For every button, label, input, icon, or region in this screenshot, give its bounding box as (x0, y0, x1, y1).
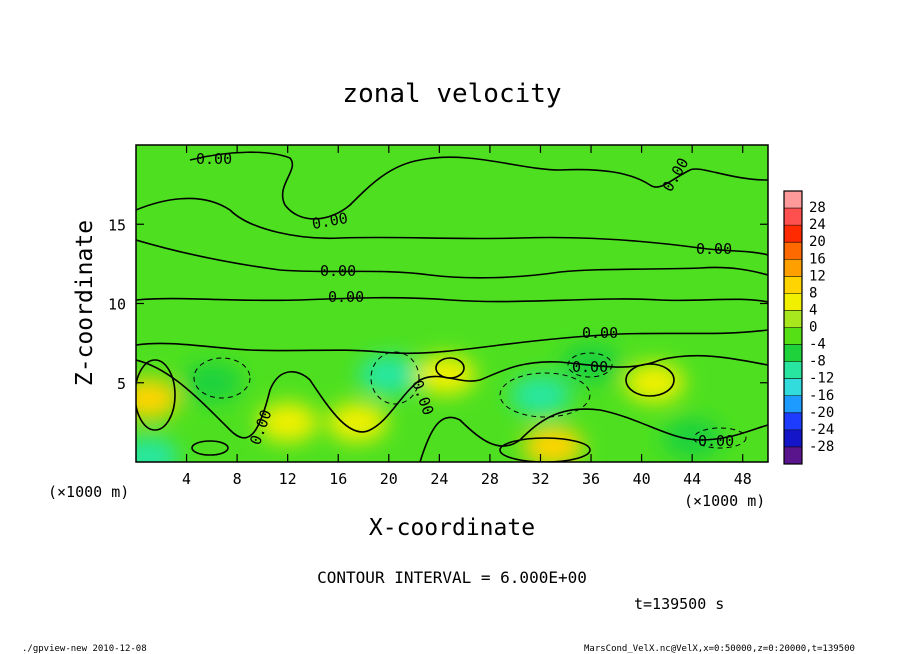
colorbar-swatch (784, 293, 802, 311)
field-anomaly (510, 375, 571, 416)
field-anomaly (136, 437, 179, 462)
footer-right: MarsCond_VelX.nc@VelX,x=0:50000,z=0:2000… (584, 644, 855, 654)
x-axis: 4 8 12 16 20 24 28 32 36 40 44 48 (182, 145, 752, 488)
contour-dashed-4 (567, 352, 613, 378)
y-tick-label: 15 (108, 216, 126, 234)
colorbar-label: -4 (809, 337, 826, 353)
contour-line-lower (136, 329, 768, 355)
x-tick-label: 40 (633, 470, 651, 488)
y-tick-label: 10 (108, 296, 126, 314)
contour-label: 0.00 (696, 240, 732, 258)
colorbar-label: 20 (809, 234, 826, 250)
colorbar-swatch (784, 412, 802, 430)
contour-label: 0.00 (698, 432, 734, 450)
colorbar-swatch (784, 378, 802, 396)
contour-dashed-2 (370, 351, 420, 405)
colorbar-swatch (784, 327, 802, 345)
x-tick-label: 4 (182, 470, 191, 488)
contour-loop-2 (625, 363, 675, 397)
contour-label: 0.00 (311, 209, 350, 233)
field-anomaly (624, 362, 685, 403)
colorbar-swatch (784, 446, 802, 464)
colorbar-label: -12 (809, 371, 834, 387)
colorbar-swatch (784, 191, 802, 209)
contour-label: 0.00 (582, 324, 618, 342)
field-anomaly (523, 426, 584, 462)
plot-area: 0.00 0.00 0.00 0.00 0.00 0.00 0.00 0.00 … (136, 145, 768, 462)
colorbar-swatch (784, 276, 802, 294)
contour-loop-1 (136, 359, 176, 431)
x-tick-label: 32 (531, 470, 549, 488)
footer-left: ./gpview-new 2010-12-08 (22, 644, 147, 654)
x-tick-label: 16 (329, 470, 347, 488)
contour-loop-5 (435, 357, 465, 379)
field-anomaly (415, 354, 476, 395)
x-tick-label: 8 (233, 470, 242, 488)
colorbar-label: -24 (809, 422, 834, 438)
colorbar-label: 4 (809, 302, 817, 318)
field-anomaly (136, 378, 179, 419)
contour-line-upper (136, 197, 768, 256)
colorbar-swatch (784, 361, 802, 379)
colorbar-swatch (784, 395, 802, 413)
contour-line-top (189, 151, 768, 220)
contour-labels: 0.00 0.00 0.00 0.00 0.00 0.00 0.00 0.00 … (196, 150, 734, 450)
colorbar-swatch (784, 208, 802, 226)
colorbar-swatch (784, 259, 802, 277)
x-tick-label: 44 (683, 470, 701, 488)
time-text: t=139500 s (634, 595, 724, 613)
colorbar-label: -8 (809, 354, 826, 370)
colorbar-swatch (784, 242, 802, 260)
colorbar-swatch (784, 344, 802, 362)
chart-title: zonal velocity (342, 79, 561, 109)
field-anomaly (662, 418, 723, 459)
x-tick-label: 20 (380, 470, 398, 488)
field-anomaly (327, 402, 388, 443)
x-tick-label: 28 (481, 470, 499, 488)
field-anomaly (257, 402, 318, 443)
contour-dashed-1 (193, 357, 251, 399)
colorbar-swatch (784, 225, 802, 243)
x-unit-left: (×1000 m) (48, 483, 129, 501)
x-tick-label: 48 (734, 470, 752, 488)
colorbar-swatch (784, 429, 802, 447)
colorbar-label: -16 (809, 388, 834, 404)
x-tick-label: 24 (430, 470, 448, 488)
colorbar-label: 16 (809, 251, 826, 267)
contour-label: 0.00 (320, 262, 356, 280)
contour-label: 0.00 (572, 358, 608, 376)
x-unit-right: (×1000 m) (684, 492, 765, 510)
contour-loop-4 (191, 440, 229, 456)
colorbar-label: 28 (809, 200, 826, 216)
contour-line-mid (136, 296, 768, 303)
x-tick-label: 12 (279, 470, 297, 488)
y-tick-label: 5 (117, 375, 126, 393)
x-axis-label: X-coordinate (369, 515, 535, 541)
y-axis-label: Z-coordinate (72, 220, 98, 386)
contour-label: 0.00 (328, 288, 364, 306)
contour-line-bottom-2 (419, 408, 768, 462)
y-axis: 5 10 15 (108, 216, 768, 393)
contour-interval-text: CONTOUR INTERVAL = 6.000E+00 (317, 568, 587, 587)
x-tick-label: 36 (582, 470, 600, 488)
colorbar-swatch (784, 310, 802, 328)
contour-line-mid-upper (136, 239, 768, 279)
contour-loop-3 (499, 437, 591, 462)
contour-dashed-3 (499, 372, 591, 418)
contour-label: 0.00 (196, 150, 232, 168)
contour-dashed (193, 351, 747, 449)
colorbar-label: 24 (809, 217, 826, 233)
colorbar-label: 12 (809, 268, 826, 284)
contour-lines (136, 151, 768, 462)
colorbar-label: 0 (809, 320, 817, 336)
field-background (136, 145, 768, 462)
colorbar-label: 8 (809, 285, 817, 301)
colorbar-label: -20 (809, 405, 834, 421)
colorbar-label: -28 (809, 439, 834, 455)
field-anomaly (181, 362, 242, 403)
contour-dashed-5 (693, 427, 747, 449)
